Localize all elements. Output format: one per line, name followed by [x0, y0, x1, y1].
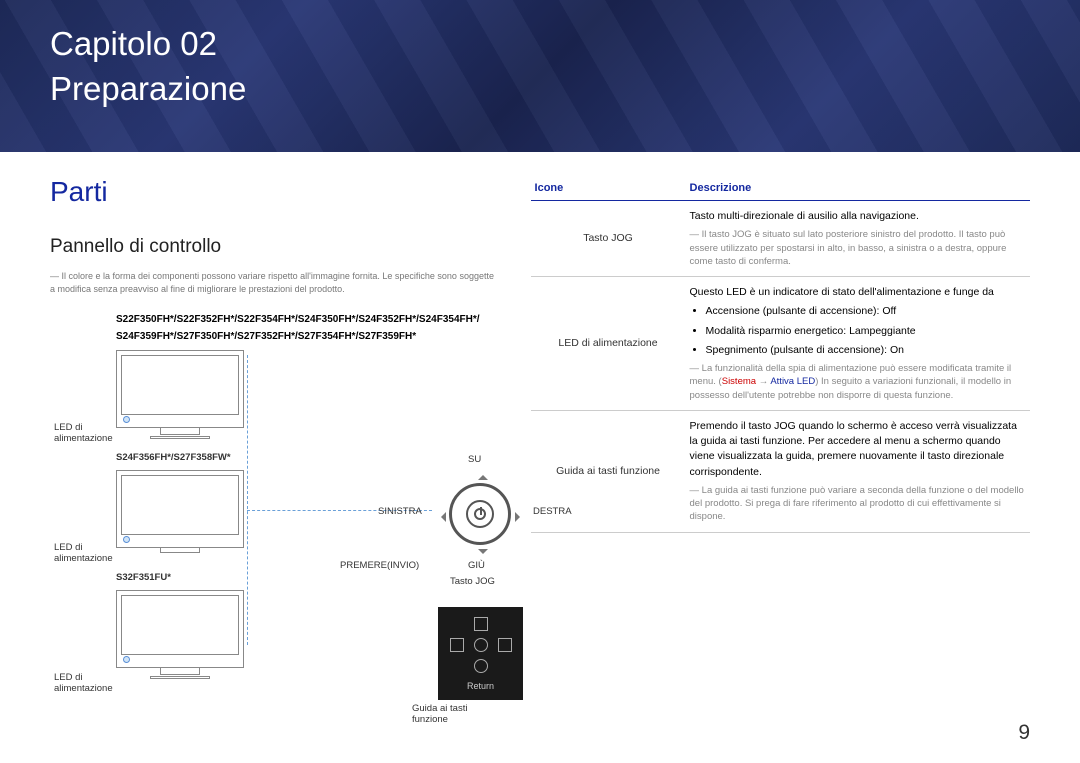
power-icon	[474, 508, 486, 520]
jog-right-icon	[515, 512, 525, 522]
jog-center-icon	[466, 500, 494, 528]
guide-power-icon	[474, 659, 488, 673]
led-label-3: LED di alimentazione	[54, 672, 113, 694]
jog-desc-text: Tasto multi-direzionale di ausilio alla …	[690, 210, 919, 222]
jog-su-label: SU	[468, 454, 481, 465]
row-desc-led: Questo LED è un indicatore di stato dell…	[686, 277, 1030, 411]
led-dot-icon	[123, 656, 130, 663]
section-title: Parti	[50, 176, 501, 208]
function-key-guide: Return	[438, 607, 523, 700]
led-note-sistema: Sistema	[722, 376, 756, 387]
chapter-number: Capitolo 02	[50, 25, 217, 62]
monitor-stand	[160, 427, 200, 435]
led-note-arrow: →	[756, 376, 770, 387]
models-group1-line2: S24F359FH*/S27F350FH*/S27F352FH*/S27F354…	[116, 331, 501, 342]
jog-down-icon	[478, 549, 488, 559]
left-column: Parti Pannello di controllo Il colore e …	[50, 176, 501, 710]
jog-destra-label: DESTRA	[533, 506, 572, 517]
right-column: Icone Descrizione Tasto JOG Tasto multi-…	[531, 176, 1030, 710]
led-state-on: Accensione (pulsante di accensione): Off	[706, 304, 1026, 319]
guide-desc-text: Premendo il tasto JOG quando lo schermo …	[690, 420, 1017, 478]
jog-tasto-label: Tasto JOG	[450, 576, 495, 587]
connector-line	[247, 355, 248, 645]
models-group1-line1: S22F350FH*/S22F352FH*/S22F354FH*/S24F350…	[116, 313, 501, 327]
led-states-list: Accensione (pulsante di accensione): Off…	[706, 304, 1026, 358]
models-group3: S32F351FU*	[116, 572, 171, 583]
jog-premere-label: PREMERE(INVIO)	[340, 560, 419, 571]
led-desc-text: Questo LED è un indicatore di stato dell…	[690, 286, 994, 298]
chapter-banner: Capitolo 02 Preparazione	[0, 0, 1080, 152]
led-state-saving: Modalità risparmio energetico: Lampeggia…	[706, 324, 1026, 339]
monitor-screen	[121, 475, 239, 535]
row-desc-jog: Tasto multi-direzionale di ausilio alla …	[686, 201, 1030, 277]
guide-note: La guida ai tasti funzione può variare a…	[690, 484, 1026, 524]
led-note: La funzionalità della spia di alimentazi…	[690, 362, 1026, 402]
models-group2: S24F356FH*/S27F358FW*	[116, 452, 231, 463]
page-number: 9	[1018, 721, 1030, 745]
led-dot-icon	[123, 536, 130, 543]
section-subtitle: Pannello di controllo	[50, 236, 501, 258]
table-header-description: Descrizione	[686, 176, 1030, 201]
monitor-diagram-3	[116, 590, 244, 668]
jog-giu-label: GIÙ	[468, 560, 485, 571]
table-row: Tasto JOG Tasto multi-direzionale di aus…	[531, 201, 1030, 277]
led-state-off: Spegnimento (pulsante di accensione): On	[706, 343, 1026, 358]
jog-left-icon	[436, 512, 446, 522]
monitor-base	[150, 436, 210, 439]
spec-note: Il colore e la forma dei componenti poss…	[50, 270, 501, 295]
row-icon-led: LED di alimentazione	[531, 277, 686, 411]
monitor-diagram-1	[116, 350, 244, 428]
monitor-base	[150, 676, 210, 679]
monitor-screen	[121, 595, 239, 655]
guide-icon	[450, 638, 464, 652]
jog-note: Il tasto JOG è situato sul lato posterio…	[690, 228, 1026, 268]
guide-icon	[498, 638, 512, 652]
jog-button-diagram	[438, 472, 523, 557]
icons-description-table: Icone Descrizione Tasto JOG Tasto multi-…	[531, 176, 1030, 533]
monitor-screen	[121, 355, 239, 415]
guide-caption: Guida ai tasti funzione	[412, 703, 501, 725]
jog-up-icon	[478, 470, 488, 480]
table-header-icons: Icone	[531, 176, 686, 201]
jog-ring-icon	[449, 483, 511, 545]
led-dot-icon	[123, 416, 130, 423]
table-row: LED di alimentazione Questo LED è un ind…	[531, 277, 1030, 411]
led-note-attiva: Attiva LED	[770, 376, 815, 387]
diagram-area: LED di alimentazione S24F356FH*/S27F358F…	[50, 350, 501, 710]
monitor-stand	[160, 547, 200, 553]
row-desc-guide: Premendo il tasto JOG quando lo schermo …	[686, 410, 1030, 532]
guide-back-icon	[474, 638, 488, 652]
chapter-heading: Capitolo 02 Preparazione	[50, 22, 1030, 111]
jog-sinistra-label: SINISTRA	[378, 506, 422, 517]
led-label-2: LED di alimentazione	[54, 542, 113, 564]
row-icon-jog: Tasto JOG	[531, 201, 686, 277]
table-row: Guida ai tasti funzione Premendo il tast…	[531, 410, 1030, 532]
monitor-diagram-2	[116, 470, 244, 548]
led-label-1: LED di alimentazione	[54, 422, 113, 444]
chapter-title: Preparazione	[50, 70, 246, 107]
guide-return-label: Return	[467, 681, 494, 691]
table-header-row: Icone Descrizione	[531, 176, 1030, 201]
guide-menu-icon	[474, 617, 488, 631]
monitor-stand	[160, 667, 200, 675]
